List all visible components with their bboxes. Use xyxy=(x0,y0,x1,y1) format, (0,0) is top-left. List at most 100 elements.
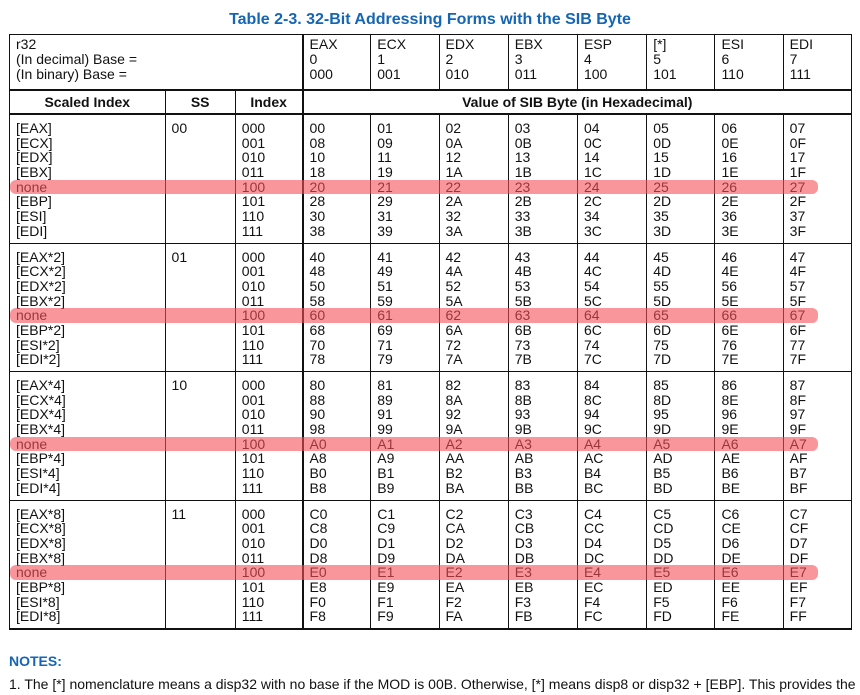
sib-value-cell-line: 09 xyxy=(377,134,393,151)
sib-value-cell-line: F2 xyxy=(445,593,462,610)
scaled-index-cell-line: [ECX*8] xyxy=(16,520,66,537)
sib-value-cell-line: 37 xyxy=(789,208,806,225)
sib-value-cell-line: D9 xyxy=(377,549,396,566)
sib-value-cell-line: 88 xyxy=(309,391,326,408)
sib-value-cell-line: 0B xyxy=(514,134,532,151)
sib-group-row: [EAX*8][ECX*8][EDX*8][EBX*8]none[EBP*8][… xyxy=(9,499,853,630)
sib-value-cell-line: 40 xyxy=(309,248,326,265)
sib-value-cell: 868E969EA6AEB6BE xyxy=(714,371,784,501)
index-cell-line: 101 xyxy=(241,578,266,595)
scaled-index-cell-line: [EAX*2] xyxy=(16,248,66,265)
base-esp: ESP 4 100 xyxy=(576,34,648,91)
sib-value-cell-line: 2E xyxy=(721,193,739,210)
sib-value-cell-line: 5C xyxy=(583,292,602,309)
index-header: Index xyxy=(234,89,304,115)
sib-value-cell-line: B6 xyxy=(721,465,739,482)
scaled-index-cell-line: [EBP*4] xyxy=(16,450,66,467)
none-row-highlight xyxy=(10,565,818,580)
sib-value-cell-line: F6 xyxy=(721,593,738,610)
index-cell-line: 000 xyxy=(241,377,266,393)
sib-value-cell-line: 05 xyxy=(653,120,669,136)
sib-value-cell-line: EB xyxy=(514,578,534,595)
index-cell-line: 011 xyxy=(241,292,265,309)
scaled-index-cell-line: [EBX*8] xyxy=(16,549,66,566)
index-cell-line: 111 xyxy=(241,222,264,239)
sib-table: r32 (In decimal) Base = (In binary) Base… xyxy=(8,34,853,630)
sib-value-cell-line: 2A xyxy=(445,193,463,210)
index-cell-line: 000 xyxy=(241,505,266,522)
scaled-index-cell: [EAX][ECX][EDX][EBX]none[EBP][ESI][EDI] xyxy=(9,113,166,244)
sib-value-cell-line: 99 xyxy=(377,421,393,438)
sib-value-cell-line: 69 xyxy=(377,321,393,338)
sib-value-cell-line: 9F xyxy=(789,421,807,438)
sib-value-cell-line: 78 xyxy=(309,351,326,368)
sib-value-cell-line: 1C xyxy=(583,164,602,181)
sib-value-cell-line: 7C xyxy=(583,351,602,368)
sib-value-cell-line: D3 xyxy=(514,534,533,551)
sib-value-cell-line: F8 xyxy=(309,608,326,625)
sib-value-cell-line: 8E xyxy=(721,391,739,408)
sib-value-cell-line: C5 xyxy=(653,505,672,522)
sib-value-cell: 0008101820283038 xyxy=(301,113,372,244)
sib-value-cell-line: D4 xyxy=(583,534,602,551)
index-cell-line: 011 xyxy=(241,164,265,181)
sib-value-cell: C7CFD7DFE7EFF7FF xyxy=(782,499,853,630)
sib-value-cell-line: C7 xyxy=(789,505,808,522)
sib-value-cell-line: 16 xyxy=(721,149,738,166)
scaled-index-cell-line: [EDX*4] xyxy=(16,406,66,423)
scaled-index-cell-line: [ECX*2] xyxy=(16,263,66,280)
index-cell-line: 101 xyxy=(241,321,266,338)
sib-value-cell-line: 68 xyxy=(309,321,326,338)
scaled-index-cell-line: [ECX*4] xyxy=(16,391,66,408)
sib-value-cell-line: 10 xyxy=(309,149,326,166)
sib-value-cell-line: A8 xyxy=(309,450,327,467)
sib-value-cell-line: BC xyxy=(583,479,604,496)
scaled-index-cell-line: [EAX] xyxy=(16,120,52,136)
sib-value-cell-line: 4C xyxy=(583,263,602,280)
index-cell-line: 001 xyxy=(241,134,266,151)
scaled-index-cell-line: [EBP] xyxy=(16,193,52,210)
sib-value-cell-line: 04 xyxy=(583,120,600,136)
index-cell-line: 110 xyxy=(241,593,265,610)
sib-value-cell-line: 94 xyxy=(583,406,600,423)
sib-value-cell-line: 4D xyxy=(653,263,672,280)
sib-value-cell-line: BB xyxy=(514,479,534,496)
sib-value-cell-line: DD xyxy=(653,549,674,566)
sib-value-cell-line: 2C xyxy=(583,193,602,210)
sib-value-cell-line: 42 xyxy=(445,248,462,265)
sib-value-cell-line: 7B xyxy=(514,351,532,368)
sib-value-cell-line: AD xyxy=(653,450,673,467)
sib-value-cell-line: F0 xyxy=(309,593,326,610)
sib-value-cell-line: 56 xyxy=(721,277,738,294)
note-1: 1. The [*] nomenclature means a disp32 w… xyxy=(9,676,856,692)
sib-value-cell-line: 03 xyxy=(514,120,531,136)
base-disp32: [*] 5 101 xyxy=(646,34,716,91)
sib-value-cell-line: 9B xyxy=(514,421,532,438)
sib-value-cell-line: C2 xyxy=(445,505,464,522)
index-cell: 000001010011100101110111 xyxy=(234,113,304,244)
sib-value-cell-line: 4F xyxy=(789,263,807,280)
scaled-index-cell-line: [ESI*2] xyxy=(16,336,60,353)
sib-value-cell-line: 6B xyxy=(514,321,532,338)
sib-value-cell-line: 47 xyxy=(789,248,806,265)
index-cell-line: 010 xyxy=(241,534,266,551)
sib-value-cell: 828A929AA2AAB2BA xyxy=(438,371,509,501)
sib-value-cell-line: 2B xyxy=(514,193,532,210)
sib-value-cell-line: D5 xyxy=(653,534,672,551)
sib-value-cell-line: 93 xyxy=(514,406,531,423)
sib-value-cell-line: 1B xyxy=(514,164,532,181)
sib-value-cell: 80889098A0A8B0B8 xyxy=(301,371,372,501)
scaled-index-cell-line: [EDX*2] xyxy=(16,277,66,294)
sib-value-cell-line: D0 xyxy=(309,534,328,551)
index-cell-line: 010 xyxy=(241,406,266,423)
index-cell-line: 000 xyxy=(241,248,266,265)
sib-value-cell-line: 85 xyxy=(653,377,669,393)
sib-value-cell-line: F1 xyxy=(377,593,394,610)
sib-value-cell-line: F9 xyxy=(377,608,394,625)
sib-value-cell-line: 02 xyxy=(445,120,462,136)
sib-value-cell-line: 58 xyxy=(309,292,326,309)
sib-value-cell-line: 74 xyxy=(583,336,600,353)
sib-value-cell-line: 9C xyxy=(583,421,602,438)
sib-value-cell-line: E9 xyxy=(377,578,395,595)
base-esi: ESI 6 110 xyxy=(714,34,784,91)
